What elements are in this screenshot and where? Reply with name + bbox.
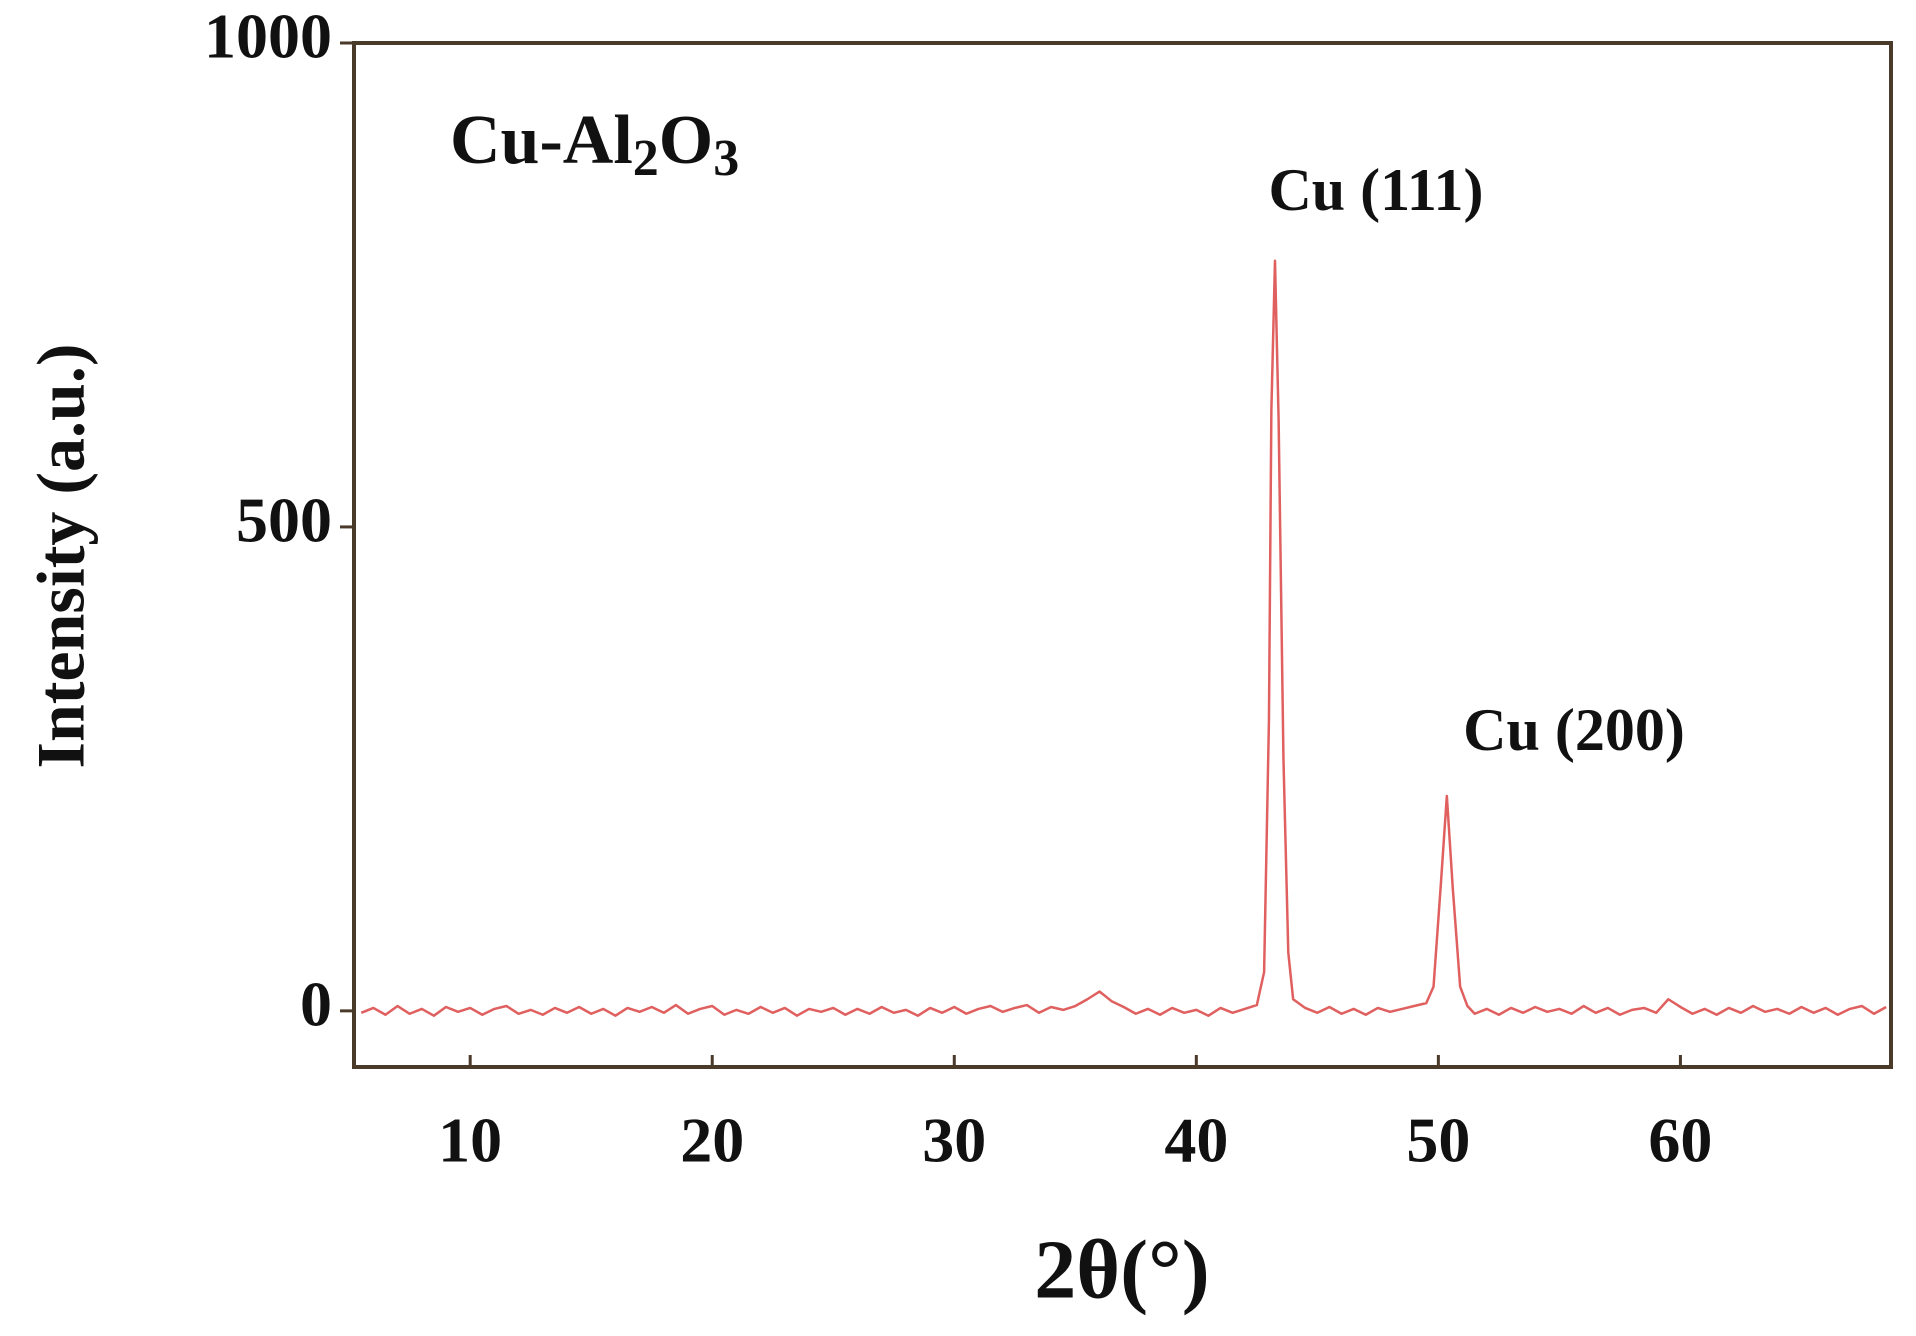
data-line <box>360 259 1887 1017</box>
x-tick-label: 50 <box>1406 1105 1470 1176</box>
peak-label: Cu (200) <box>1463 697 1685 763</box>
sample-label: Cu-Al2O3 <box>450 102 739 187</box>
x-tick-label: 10 <box>438 1105 502 1176</box>
x-tick-label: 20 <box>680 1105 744 1176</box>
peak-label: Cu (111) <box>1268 157 1483 223</box>
y-tick-label: 500 <box>236 485 332 556</box>
x-tick-label: 40 <box>1164 1105 1228 1176</box>
y-tick-label: 1000 <box>204 1 332 72</box>
y-axis-title: Intensity (a.u.) <box>23 343 99 768</box>
y-tick-label: 0 <box>300 969 332 1040</box>
x-axis-title: 2θ(°) <box>1034 1223 1209 1316</box>
x-tick-label: 30 <box>922 1105 986 1176</box>
plot-frame <box>352 41 1893 1069</box>
x-tick-label: 60 <box>1648 1105 1712 1176</box>
